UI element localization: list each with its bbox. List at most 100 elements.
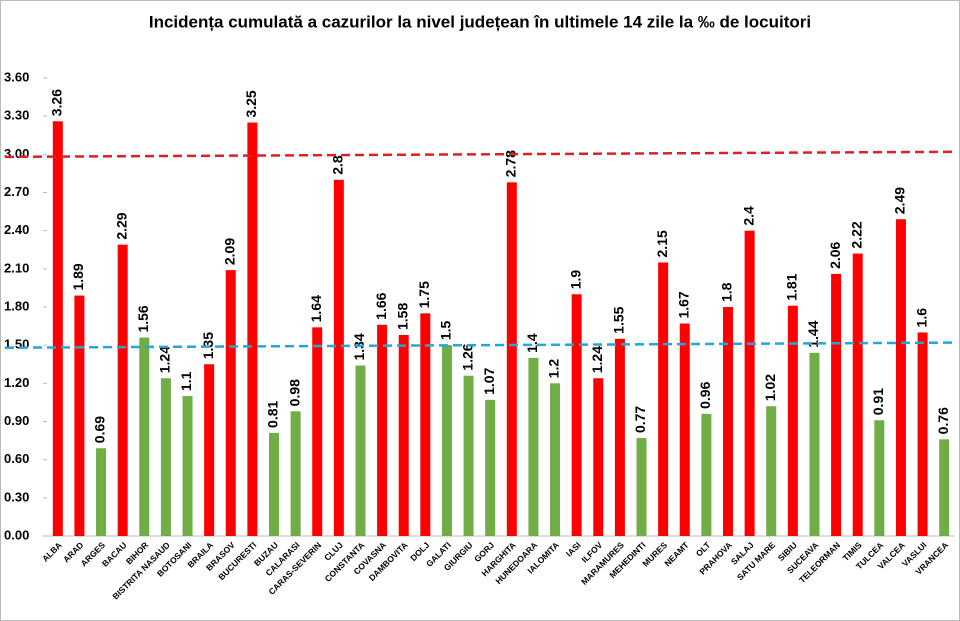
bar xyxy=(485,399,496,536)
bar xyxy=(831,273,842,536)
bar xyxy=(117,244,128,536)
y-tick-label: 3.30 xyxy=(4,108,29,123)
value-label: 0.81 xyxy=(265,400,281,427)
bar xyxy=(809,352,820,536)
value-label: 1.1 xyxy=(178,371,194,391)
value-label: 1.55 xyxy=(611,306,627,333)
y-tick-label: 1.20 xyxy=(4,375,29,390)
y-tick-label: 0.60 xyxy=(4,451,29,466)
value-label: 1.8 xyxy=(719,282,735,302)
bar xyxy=(52,121,63,536)
value-label: 1.9 xyxy=(567,270,583,290)
bar xyxy=(398,334,409,536)
y-tick-label: 3.00 xyxy=(4,146,29,161)
bar xyxy=(723,307,733,536)
bar xyxy=(874,420,885,536)
bar xyxy=(312,327,323,536)
y-tick-label: 0.30 xyxy=(4,489,29,504)
chart-title: Incidența cumulată a cazurilor la nivel … xyxy=(149,12,811,31)
bar xyxy=(204,364,215,536)
value-label: 2.49 xyxy=(892,187,908,214)
value-label: 2.78 xyxy=(503,150,519,177)
y-tick-label: 1.80 xyxy=(4,298,29,313)
bar xyxy=(679,323,690,536)
reference-line xyxy=(4,150,956,159)
bar xyxy=(701,413,712,536)
value-label: 1.24 xyxy=(589,346,605,373)
y-tick-label: 0.90 xyxy=(4,413,29,428)
value-label: 1.24 xyxy=(157,346,173,373)
bar xyxy=(766,406,777,536)
value-label: 1.4 xyxy=(524,333,540,353)
bar xyxy=(939,439,950,536)
bar xyxy=(160,378,171,536)
value-label: 0.91 xyxy=(870,388,886,415)
bar xyxy=(290,411,301,536)
y-tick-label: 2.40 xyxy=(4,222,29,237)
bar xyxy=(225,270,236,536)
bar xyxy=(441,345,452,536)
bar xyxy=(787,305,798,536)
value-label: 1.56 xyxy=(135,305,151,332)
bar xyxy=(895,219,906,536)
bar xyxy=(658,262,669,536)
bar xyxy=(139,337,150,536)
bar xyxy=(528,357,539,536)
bar xyxy=(355,365,366,536)
value-label: 1.89 xyxy=(70,263,86,290)
y-tick-label: 2.70 xyxy=(4,184,29,199)
bar xyxy=(571,294,582,536)
value-label: 1.6 xyxy=(913,308,929,328)
y-tick-label: 0.00 xyxy=(4,527,29,542)
value-label: 2.22 xyxy=(848,221,864,248)
bar xyxy=(269,432,279,536)
bar xyxy=(182,396,193,536)
reference-line xyxy=(4,341,956,349)
y-tick-label: 1.50 xyxy=(4,337,29,352)
bar xyxy=(636,438,647,536)
bar xyxy=(852,253,863,537)
y-tick-label: 3.60 xyxy=(4,69,29,84)
value-label: 1.02 xyxy=(762,374,778,401)
value-label: 1.2 xyxy=(546,359,562,379)
value-label: 0.77 xyxy=(632,406,648,433)
value-label: 1.67 xyxy=(675,291,691,318)
bar xyxy=(333,179,344,536)
value-label: 1.75 xyxy=(416,281,432,308)
value-label: 1.66 xyxy=(373,292,389,319)
value-label: 3.26 xyxy=(49,89,65,116)
value-label: 1.81 xyxy=(784,273,800,300)
bar xyxy=(614,338,625,536)
bar xyxy=(593,378,604,536)
bar xyxy=(96,448,107,536)
bar xyxy=(506,182,517,537)
bar xyxy=(917,332,928,536)
value-label: 2.15 xyxy=(654,230,670,257)
bar xyxy=(377,324,388,536)
value-label: 1.64 xyxy=(308,295,324,322)
value-label: 2.4 xyxy=(740,206,756,226)
value-label: 1.07 xyxy=(481,367,497,394)
value-label: 0.98 xyxy=(286,379,302,406)
bar xyxy=(74,295,85,536)
value-label: 1.58 xyxy=(394,303,410,330)
bar xyxy=(463,375,474,536)
value-label: 2.06 xyxy=(827,241,843,268)
y-tick-label: 2.10 xyxy=(4,260,29,275)
bar xyxy=(420,313,431,536)
value-label: 2.09 xyxy=(221,238,237,265)
value-label: 2.8 xyxy=(330,155,346,175)
value-label: 0.76 xyxy=(935,407,951,434)
value-label: 1.5 xyxy=(438,320,454,340)
value-label: 0.96 xyxy=(697,381,713,408)
value-label: 1.44 xyxy=(805,320,821,347)
bar xyxy=(744,230,755,536)
bar xyxy=(247,122,258,537)
value-label: 3.25 xyxy=(243,90,259,117)
value-label: 0.69 xyxy=(92,416,108,443)
value-label: 2.29 xyxy=(113,212,129,239)
value-label: 1.26 xyxy=(459,343,475,370)
